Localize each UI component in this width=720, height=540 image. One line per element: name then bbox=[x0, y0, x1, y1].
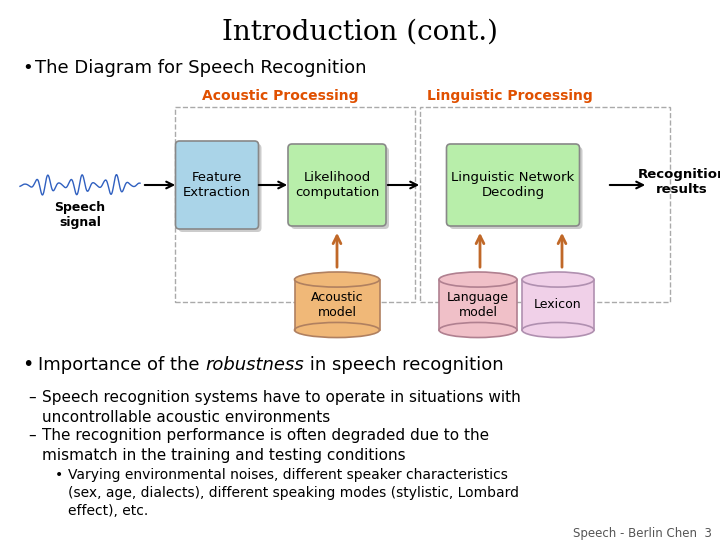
Text: –: – bbox=[28, 428, 35, 443]
Ellipse shape bbox=[522, 322, 594, 338]
Ellipse shape bbox=[294, 322, 379, 338]
Text: Linguistic Processing: Linguistic Processing bbox=[427, 89, 593, 103]
FancyBboxPatch shape bbox=[176, 141, 258, 229]
Text: –: – bbox=[28, 390, 35, 405]
FancyBboxPatch shape bbox=[449, 147, 582, 229]
Bar bbox=[294, 280, 379, 330]
Bar bbox=[420, 107, 670, 302]
Text: Speech - Berlin Chen  3: Speech - Berlin Chen 3 bbox=[573, 528, 712, 540]
Bar bbox=[439, 280, 517, 330]
Ellipse shape bbox=[439, 322, 517, 338]
Text: Language
model: Language model bbox=[447, 291, 509, 319]
Text: Speech recognition systems have to operate in situations with
uncontrollable aco: Speech recognition systems have to opera… bbox=[42, 390, 521, 425]
Text: Speech
signal: Speech signal bbox=[55, 201, 106, 229]
Text: Varying environmental noises, different speaker characteristics
(sex, age, diale: Varying environmental noises, different … bbox=[68, 468, 519, 518]
FancyBboxPatch shape bbox=[291, 147, 389, 229]
FancyBboxPatch shape bbox=[446, 144, 580, 226]
Text: Introduction (cont.): Introduction (cont.) bbox=[222, 18, 498, 45]
Text: Importance of the: Importance of the bbox=[38, 356, 205, 374]
Text: Likelihood
computation: Likelihood computation bbox=[294, 171, 379, 199]
Text: •: • bbox=[22, 59, 32, 77]
Text: The Diagram for Speech Recognition: The Diagram for Speech Recognition bbox=[35, 59, 366, 77]
Text: robustness: robustness bbox=[205, 356, 304, 374]
FancyBboxPatch shape bbox=[288, 144, 386, 226]
Ellipse shape bbox=[294, 272, 379, 287]
Text: •: • bbox=[55, 468, 63, 482]
Text: Recognition
results: Recognition results bbox=[637, 168, 720, 196]
Text: Linguistic Network
Decoding: Linguistic Network Decoding bbox=[451, 171, 575, 199]
Text: Lexicon: Lexicon bbox=[534, 298, 582, 311]
Ellipse shape bbox=[439, 272, 517, 287]
Bar bbox=[522, 280, 594, 330]
Text: •: • bbox=[22, 355, 33, 375]
Bar bbox=[175, 107, 415, 302]
Text: Feature
Extraction: Feature Extraction bbox=[183, 171, 251, 199]
Text: Acoustic
model: Acoustic model bbox=[311, 291, 364, 319]
Ellipse shape bbox=[522, 272, 594, 287]
Text: Acoustic Processing: Acoustic Processing bbox=[202, 89, 359, 103]
Text: The recognition performance is often degraded due to the
mismatch in the trainin: The recognition performance is often deg… bbox=[42, 428, 489, 463]
FancyBboxPatch shape bbox=[179, 144, 261, 232]
Text: in speech recognition: in speech recognition bbox=[304, 356, 503, 374]
